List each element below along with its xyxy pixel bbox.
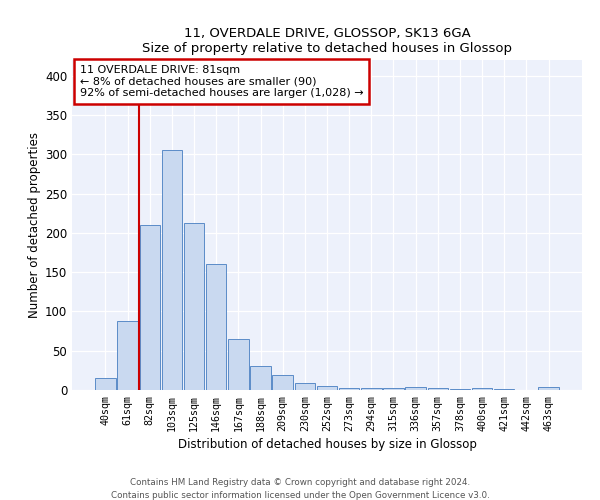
X-axis label: Distribution of detached houses by size in Glossop: Distribution of detached houses by size …: [178, 438, 476, 451]
Title: 11, OVERDALE DRIVE, GLOSSOP, SK13 6GA
Size of property relative to detached hous: 11, OVERDALE DRIVE, GLOSSOP, SK13 6GA Si…: [142, 26, 512, 54]
Bar: [295, 383, 315, 390]
Bar: [118, 321, 138, 390]
Text: 11 OVERDALE DRIVE: 81sqm
← 8% of detached houses are smaller (90)
92% of semi-de: 11 OVERDALE DRIVE: 81sqm ← 8% of detache…: [80, 65, 363, 98]
Bar: [361, 388, 382, 390]
Bar: [140, 225, 160, 390]
Bar: [161, 150, 182, 390]
Bar: [428, 388, 448, 390]
Bar: [383, 388, 404, 390]
Bar: [206, 264, 226, 390]
Bar: [494, 389, 514, 390]
Bar: [184, 222, 204, 390]
Bar: [450, 389, 470, 390]
Bar: [406, 387, 426, 390]
Bar: [95, 378, 116, 390]
Bar: [250, 366, 271, 390]
Bar: [538, 387, 559, 390]
Bar: [472, 388, 493, 390]
Bar: [317, 386, 337, 390]
Bar: [228, 339, 248, 390]
Y-axis label: Number of detached properties: Number of detached properties: [28, 132, 41, 318]
Bar: [272, 375, 293, 390]
Text: Contains HM Land Registry data © Crown copyright and database right 2024.
Contai: Contains HM Land Registry data © Crown c…: [110, 478, 490, 500]
Bar: [339, 388, 359, 390]
